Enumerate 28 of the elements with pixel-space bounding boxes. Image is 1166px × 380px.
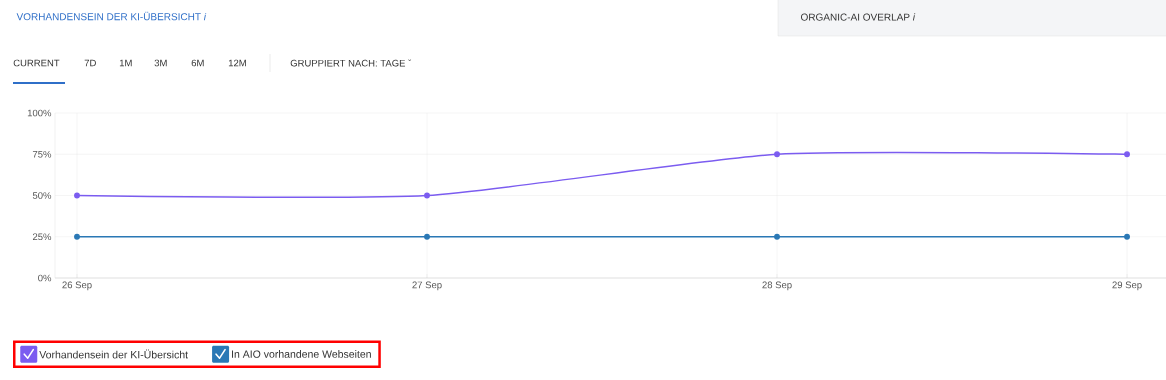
y-tick-label: 50% — [32, 192, 52, 199]
text: GRUPPIERT NACH: TAGE ˇ — [290, 59, 412, 67]
x-tick-label: 28 Sep — [762, 281, 792, 291]
x-tick-label: 27 Sep — [412, 281, 442, 291]
text: 6M — [191, 59, 204, 67]
legend-label: In AIO vorhandene Webseiten — [232, 350, 371, 358]
point — [1124, 233, 1130, 240]
point — [424, 233, 430, 240]
point — [74, 192, 80, 199]
point — [774, 233, 780, 240]
y-tick-label: 25% — [32, 233, 52, 241]
text: CURRENT — [13, 59, 60, 67]
text: 12M — [228, 59, 246, 67]
y-tick-label: 100% — [27, 109, 52, 117]
y-tick-label: 0% — [38, 274, 52, 282]
text: 3M — [154, 59, 167, 67]
text: 7D — [84, 59, 96, 67]
chart-title: VORHANDENSEIN DER KI-ÜBERSICHT i — [16, 11, 207, 21]
x-tick-label: 26 Sep — [62, 281, 92, 291]
text: 1M — [119, 59, 132, 67]
point — [774, 151, 780, 158]
legend-label: Vorhandensein der KI-Übersicht — [39, 349, 188, 359]
chart-subtitle: ORGANIC-AI OVERLAP i — [801, 13, 916, 21]
y-tick-label: 75% — [32, 150, 52, 158]
x-tick-label: 29 Sep — [1112, 281, 1142, 291]
point — [424, 192, 430, 199]
point — [1124, 151, 1130, 158]
point — [74, 233, 80, 240]
